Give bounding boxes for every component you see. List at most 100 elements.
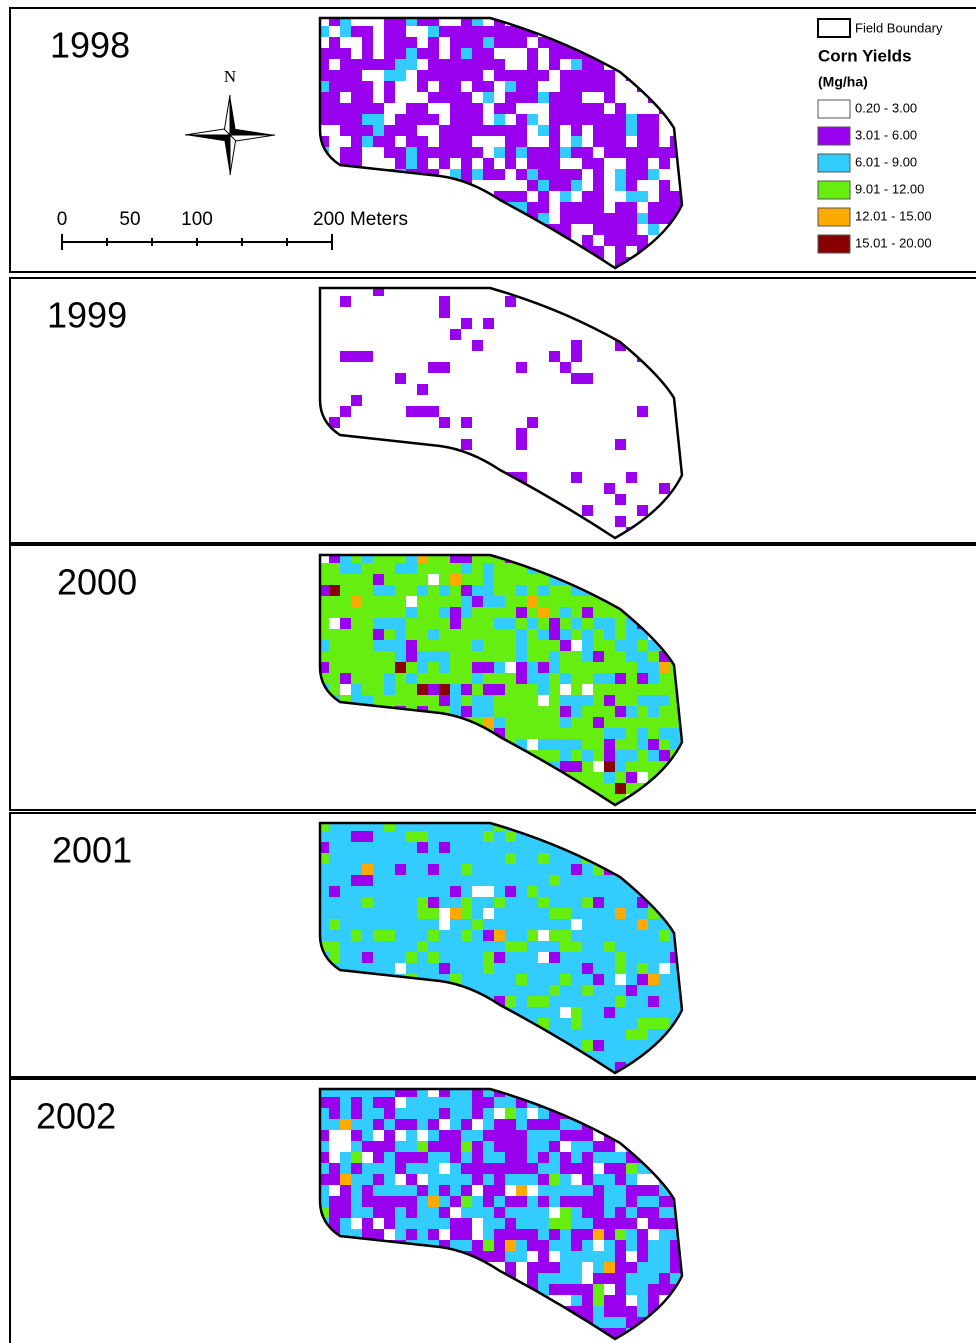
yield-cell — [604, 1328, 615, 1339]
yield-cell — [538, 897, 549, 908]
yield-cell — [593, 417, 604, 428]
yield-cell — [428, 886, 439, 897]
yield-cell — [505, 930, 516, 941]
yield-cell — [626, 1218, 637, 1229]
yield-cell — [329, 329, 340, 340]
yield-cell — [593, 340, 604, 351]
yield-cell — [582, 761, 593, 772]
yield-cell — [472, 1218, 483, 1229]
yield-cell — [593, 1240, 604, 1251]
yield-cell — [450, 428, 461, 439]
overlay: N 0 50 100 200 Meters Field Boundary Cor… — [57, 18, 943, 254]
yield-cell — [362, 136, 373, 147]
yield-cell — [472, 908, 483, 919]
yield-cell — [670, 472, 681, 483]
yield-cell — [417, 296, 428, 307]
yield-cell — [659, 439, 670, 450]
yield-cell — [648, 1196, 659, 1207]
yield-cell — [593, 607, 604, 618]
yield-cell — [648, 1029, 659, 1040]
yield-cell — [582, 996, 593, 1007]
yield-cell — [637, 1295, 648, 1306]
yield-cell — [516, 728, 527, 739]
yield-cell — [626, 908, 637, 919]
yield-cell — [428, 662, 439, 673]
yield-cell — [340, 18, 351, 26]
yield-cell — [604, 1317, 615, 1328]
yield-cell — [560, 92, 571, 103]
yield-cell — [483, 1152, 494, 1163]
yield-cell — [329, 886, 340, 897]
year-label: 1999 — [47, 295, 127, 336]
yield-cell — [439, 555, 450, 563]
yield-cell — [340, 26, 351, 37]
yield-cell — [439, 318, 450, 329]
yield-cell — [406, 147, 417, 158]
yield-cell — [362, 1130, 373, 1141]
yield-cell — [604, 428, 615, 439]
yield-cell — [560, 1119, 571, 1130]
yield-cell — [637, 92, 648, 103]
yield-cell — [560, 985, 571, 996]
yield-cell — [527, 1108, 538, 1119]
yield-cell — [461, 158, 472, 169]
yield-cell — [571, 618, 582, 629]
legend-label: 9.01 - 12.00 — [855, 181, 924, 196]
yield-cell — [659, 1240, 670, 1251]
yield-cell — [615, 695, 626, 706]
yield-cell — [373, 1152, 384, 1163]
yield-cell — [560, 1229, 571, 1240]
yield-cell — [450, 1218, 461, 1229]
yield-cell — [626, 941, 637, 952]
yield-cell — [582, 1229, 593, 1240]
yield-cell — [505, 1152, 516, 1163]
yield-cell — [362, 952, 373, 963]
yield-cell — [571, 717, 582, 728]
yield-cell — [494, 1240, 505, 1251]
yield-cell — [373, 1185, 384, 1196]
yield-cell — [351, 651, 362, 662]
yield-cell — [593, 439, 604, 450]
yield-cell — [538, 373, 549, 384]
yield-cell — [560, 1018, 571, 1029]
yield-cell — [450, 673, 461, 684]
yield-cell — [417, 1089, 428, 1097]
yield-cell — [615, 103, 626, 114]
yield-cell — [549, 1141, 560, 1152]
yield-cell — [406, 941, 417, 952]
yield-cell — [604, 684, 615, 695]
yield-cell — [340, 607, 351, 618]
yield-cell — [582, 472, 593, 483]
yield-cell — [373, 428, 384, 439]
yield-cell — [615, 908, 626, 919]
yield-cell — [395, 351, 406, 362]
yield-cell — [659, 136, 670, 147]
yield-cell — [406, 48, 417, 59]
yield-cell — [472, 886, 483, 897]
yield-cell — [505, 103, 516, 114]
yield-cell — [472, 1119, 483, 1130]
yield-cell — [626, 662, 637, 673]
yield-cell — [516, 717, 527, 728]
yield-cell — [593, 158, 604, 169]
yield-cell — [604, 941, 615, 952]
yield-cell — [571, 739, 582, 750]
yield-cell — [329, 307, 340, 318]
yield-cell — [615, 750, 626, 761]
yield-cell — [329, 574, 340, 585]
yield-cell — [527, 673, 538, 684]
yield-cell — [384, 1152, 395, 1163]
yield-cell — [527, 695, 538, 706]
yield-cell — [582, 191, 593, 202]
yield-cell — [626, 373, 637, 384]
yield-cell — [593, 103, 604, 114]
yield-cell — [593, 329, 604, 340]
yield-cell — [428, 1152, 439, 1163]
yield-cell — [582, 340, 593, 351]
yield-cell — [329, 952, 340, 963]
yield-cell — [428, 48, 439, 59]
yield-cell — [538, 651, 549, 662]
yield-cell — [395, 1174, 406, 1185]
yield-cell — [637, 505, 648, 516]
yield-cell — [505, 48, 516, 59]
